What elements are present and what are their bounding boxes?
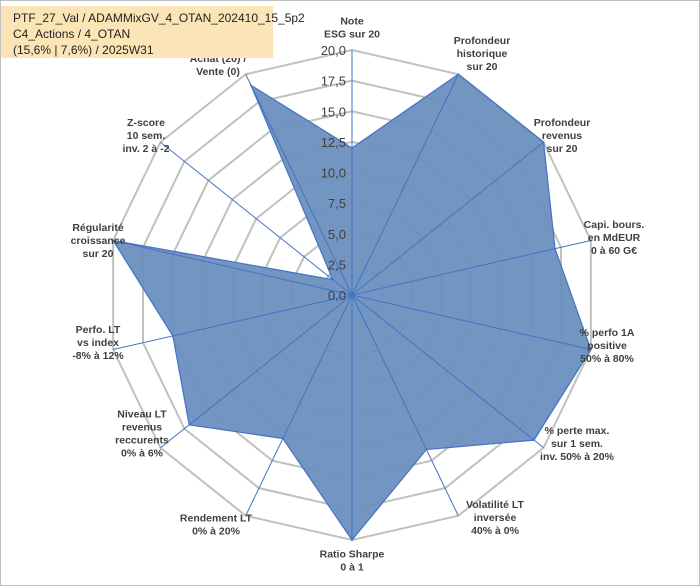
data-point-5 [533,439,535,441]
data-point-2 [542,141,545,144]
category-label-1-2: sur 20 [467,61,498,73]
title-line-1: PTF_27_Val / ADAMMixGV_4_OTAN_202410_15_… [13,11,305,25]
category-label-9-3: 0% à 6% [121,448,164,460]
tick-label-5: 12,5 [321,135,346,150]
category-label-10-0: Perfo. LT [76,324,121,336]
category-label-0-0: Note [340,16,363,28]
data-point-4 [590,348,592,351]
tick-label-7: 17,5 [321,74,346,89]
axis-spoke-2 [351,141,544,296]
axis-spoke-13 [245,74,353,296]
category-label-12-1: 10 sem. [127,130,166,142]
data-point-7 [351,539,353,541]
category-label-5-0: % perte max. [545,425,610,437]
axis-spoke-12 [160,141,353,296]
data-point-13 [250,84,252,87]
category-label-9-2: reccurents [115,435,169,447]
axis-spoke-6 [351,294,459,516]
category-label-3-2: 0 à 60 G€ [591,245,637,257]
category-label-1-0: Profondeur [454,35,511,47]
axis-spoke-11 [113,239,353,296]
axis-spoke-1 [351,74,459,296]
data-point-11 [112,239,114,242]
category-label-5-2: inv. 50% à 20% [540,451,615,463]
data-point-12 [332,278,334,281]
tick-label-2: 5,0 [328,227,346,242]
category-label-3-1: en MdEUR [588,232,641,244]
tick-label-6: 15,0 [321,104,346,119]
tick-label-4: 10,0 [321,166,346,181]
axis-spoke-8 [245,294,353,516]
chart-title-box: PTF_27_Val / ADAMMixGV_4_OTAN_202410_15_… [1,6,305,58]
axis-spoke-5 [351,294,544,449]
category-label-6-2: 40% à 0% [471,525,520,537]
data-point-1 [457,73,460,76]
category-label-5-1: sur 1 sem. [551,438,603,450]
title-line-2: C4_Actions / 4_OTAN [13,27,131,41]
category-label-0-1: ESG sur 20 [324,29,380,41]
data-point-6 [425,448,428,451]
category-label-6-0: Volatilité LT [466,499,525,511]
data-point-3 [554,247,556,250]
tick-label-1: 2,5 [328,257,346,272]
category-label-4-2: 50% à 80% [580,353,634,365]
category-label-11-0: Régularité [72,222,124,234]
category-label-2-1: revenus [542,130,582,142]
category-label-9-0: Niveau LT [117,409,167,421]
data-point-0 [351,147,353,149]
category-label-7-0: Ratio Sharpe [320,549,385,561]
category-label-3-0: Capi. bours. [584,219,645,231]
category-label-12-2: inv. 2 à -2 [122,143,169,155]
axis-spoke-3 [351,239,591,296]
category-label-1-1: historique [457,48,508,60]
category-label-13-2: Vente (0) [196,66,240,78]
category-label-4-0: % perfo 1A [580,327,635,339]
category-label-7-1: 0 à 1 [340,562,364,574]
category-label-8-1: 0% à 20% [192,526,241,538]
tick-label-3: 7,5 [328,196,346,211]
data-point-8 [282,437,284,440]
category-label-10-2: -8% à 12% [72,350,124,362]
data-point-10 [172,335,174,337]
tick-label-8: 20,0 [321,43,346,58]
axis-spoke-10 [113,294,353,351]
category-label-11-2: sur 20 [83,248,114,260]
axis-spoke-4 [351,294,591,351]
category-label-12-0: Z-score [127,117,165,129]
category-label-2-2: sur 20 [547,143,578,155]
category-label-6-1: inversée [474,512,517,524]
tick-label-0: 0,0 [328,288,346,303]
category-label-8-0: Rendement LT [180,513,253,525]
title-line-3: (15,6% | 7,6%) / 2025W31 [13,43,154,57]
category-label-4-1: positive [587,340,627,352]
axis-spoke-9 [160,294,353,449]
category-label-11-1: croissance [71,235,126,247]
category-label-10-1: vs index [77,337,119,349]
data-point-9 [188,424,190,426]
category-label-9-1: revenus [122,422,162,434]
category-label-2-0: Profondeur [534,117,591,129]
